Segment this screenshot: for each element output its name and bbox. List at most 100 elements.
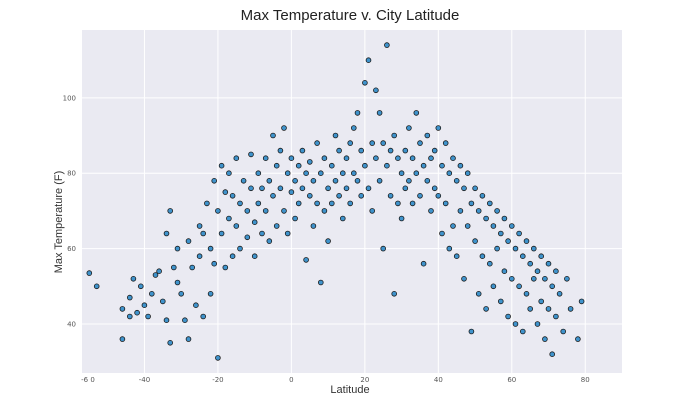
scatter-point: [486, 200, 493, 207]
x-tick-label: 80: [581, 376, 590, 384]
scatter-point: [240, 178, 247, 184]
scatter-point: [218, 230, 225, 237]
scatter-point: [483, 306, 489, 312]
x-tick-label: 40: [434, 376, 443, 384]
scatter-point: [490, 283, 497, 290]
y-tick-label: 40: [67, 321, 76, 329]
scatter-point: [292, 215, 298, 222]
scatter-point: [325, 238, 331, 244]
scatter-point: [328, 162, 335, 169]
scatter-point: [420, 162, 427, 169]
scatter-point: [497, 230, 504, 237]
scatter-point: [542, 336, 548, 342]
scatter-point: [277, 185, 284, 192]
scatter-point: [204, 200, 210, 207]
scatter-point: [343, 155, 350, 162]
scatter-point: [545, 306, 552, 312]
scatter-point: [163, 230, 170, 237]
scatter-point: [339, 170, 346, 177]
scatter-point: [266, 178, 273, 184]
scatter-point: [406, 178, 412, 184]
scatter-point: [350, 170, 357, 177]
scatter-point: [369, 208, 376, 214]
scatter-point: [486, 260, 493, 267]
scatter-point: [284, 230, 291, 237]
scatter-point: [417, 193, 423, 199]
x-axis-label: Latitude: [330, 384, 369, 396]
scatter-point: [262, 155, 269, 162]
scatter-point: [314, 140, 320, 146]
scatter-point: [435, 193, 442, 199]
scatter-point: [527, 260, 533, 267]
scatter-point: [303, 170, 309, 177]
scatter-point: [376, 178, 383, 184]
scatter-point: [270, 193, 276, 199]
scatter-point: [409, 155, 416, 162]
scatter-point: [288, 189, 295, 195]
scatter-point: [380, 245, 387, 252]
scatter-point: [553, 313, 559, 320]
scatter-point: [182, 317, 188, 324]
scatter-point: [409, 200, 416, 207]
scatter-point: [417, 140, 423, 146]
scatter-point: [523, 290, 530, 297]
scatter-point: [384, 42, 390, 48]
scatter-point: [527, 306, 533, 312]
scatter-point: [365, 185, 372, 192]
scatter-point: [171, 264, 177, 271]
scatter-point: [119, 306, 126, 312]
scatter-point: [233, 155, 240, 162]
scatter-point: [321, 208, 328, 214]
scatter-point: [424, 132, 431, 139]
y-tick-label: 60: [67, 245, 76, 253]
scatter-point: [534, 268, 541, 275]
scatter-point: [534, 321, 541, 327]
scatter-point: [200, 230, 207, 237]
scatter-point: [497, 298, 504, 305]
scatter-point: [251, 219, 258, 226]
scatter-point: [402, 185, 409, 192]
scatter-point: [519, 253, 526, 260]
scatter-point: [211, 178, 218, 184]
scatter-point: [255, 200, 262, 207]
scatter-point: [299, 147, 306, 154]
scatter-point: [549, 283, 555, 290]
scatter-point: [226, 170, 232, 177]
scatter-point: [501, 268, 508, 275]
tick-labels: -6 0 -40 -20 0 20 40 60 80 40 60 80 100: [63, 94, 590, 384]
scatter-point: [413, 170, 420, 177]
scatter-point: [237, 200, 243, 207]
y-tick-label: 100: [63, 94, 76, 102]
scatter-point: [174, 279, 181, 286]
scatter-point: [226, 215, 232, 222]
scatter-point: [207, 290, 214, 297]
scatter-point: [185, 238, 192, 244]
scatter-point: [472, 238, 478, 244]
scatter-point: [406, 125, 412, 131]
scatter-point: [501, 215, 508, 222]
scatter-point: [288, 155, 295, 162]
scatter-point: [347, 200, 354, 207]
scatter-point: [347, 140, 354, 146]
scatter-point: [450, 223, 456, 229]
scatter-point: [237, 245, 243, 252]
scatter-point: [380, 140, 387, 146]
scatter-point: [508, 223, 515, 229]
scatter-point: [523, 238, 530, 244]
scatter-point: [413, 110, 420, 116]
scatter-point: [542, 275, 548, 282]
scatter-point: [519, 328, 526, 335]
scatter-point: [127, 294, 133, 301]
x-tick-label: 20: [360, 376, 369, 384]
scatter-point: [160, 298, 166, 305]
scatter-point: [266, 238, 273, 244]
scatter-point: [174, 245, 181, 252]
scatter-point: [376, 110, 383, 116]
scatter-point: [354, 178, 361, 184]
scatter-point: [281, 208, 287, 214]
scatter-point: [435, 125, 442, 131]
scatter-point: [306, 159, 313, 165]
scatter-point: [350, 125, 357, 131]
scatter-point: [259, 230, 265, 237]
scatter-point: [295, 200, 302, 207]
